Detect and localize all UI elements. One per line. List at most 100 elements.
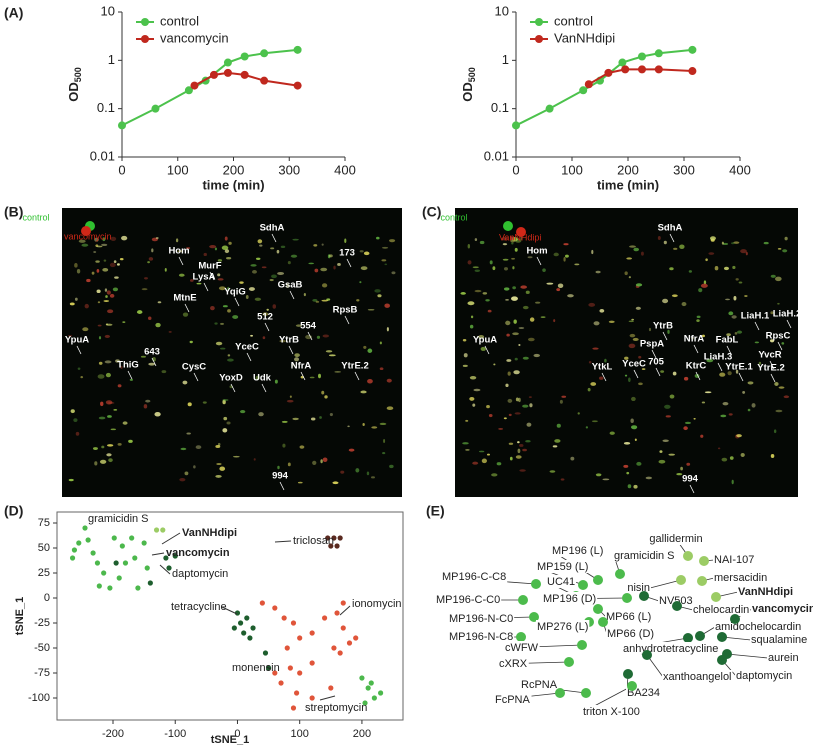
- gel-spot: [587, 387, 591, 392]
- gel-arrow: [209, 271, 215, 281]
- network-node: [577, 640, 587, 650]
- label-bg: [494, 693, 532, 706]
- gel-spot: [663, 240, 667, 245]
- gel-spot: [269, 278, 274, 282]
- network-node: [699, 556, 709, 566]
- gel-spot: [104, 288, 108, 292]
- gel-spot: [624, 271, 628, 276]
- gel-spot: [217, 278, 224, 281]
- gel-spot: [374, 289, 381, 293]
- data-point: [512, 121, 520, 130]
- gel-spot: [177, 250, 183, 253]
- gel-label: RpsB: [333, 305, 358, 316]
- scatter-point: [346, 640, 353, 646]
- gel-spot: [337, 263, 341, 266]
- gel-spot: [164, 268, 167, 272]
- gel-legend-label: control: [440, 212, 467, 222]
- scatter-point: [331, 535, 337, 541]
- gel-spot: [209, 245, 217, 249]
- gel-spot: [253, 458, 256, 461]
- scatter-point: [247, 635, 253, 641]
- gel-spot: [679, 244, 685, 250]
- label-bg: [504, 641, 540, 654]
- gel-spot: [360, 266, 368, 271]
- gel-spot: [102, 237, 106, 242]
- x-axis-label: time (min): [202, 177, 264, 192]
- gel-spot: [119, 257, 124, 261]
- scatter-point: [281, 615, 287, 621]
- gel-spot: [107, 309, 114, 314]
- x-tick-label: 100: [167, 162, 189, 177]
- gel-spot: [186, 432, 191, 435]
- data-point: [688, 45, 697, 54]
- gel-spot: [384, 263, 388, 266]
- gel-spot: [493, 363, 496, 366]
- label-bg: [448, 630, 515, 643]
- gel-spot: [522, 305, 529, 310]
- network-edge: [649, 579, 682, 589]
- gel-spot: [506, 333, 510, 337]
- gel-spot: [367, 348, 373, 353]
- gel-spot: [91, 271, 95, 275]
- gel-spot: [517, 448, 521, 454]
- gel-spot: [672, 371, 677, 376]
- gel-spot: [657, 236, 661, 241]
- gel-spot: [561, 395, 567, 398]
- gel-spot: [367, 308, 375, 311]
- x-tick-label: -200: [102, 728, 124, 740]
- network-label: FcPNA: [495, 694, 531, 706]
- gel-spot: [312, 298, 318, 302]
- gel-spot: [563, 257, 566, 262]
- network-node: [672, 601, 682, 611]
- gel-spot: [391, 271, 396, 275]
- gel-spot: [732, 265, 736, 270]
- gel-spot: [491, 473, 498, 477]
- gel-spot: [77, 367, 81, 370]
- panel-label: (E): [426, 503, 445, 519]
- gel-spot: [681, 302, 687, 307]
- legend-label: control: [160, 13, 199, 28]
- gel-spot: [770, 274, 776, 278]
- gel-spot: [559, 399, 563, 404]
- gel-label: GsaB: [278, 280, 303, 291]
- gel-spot: [517, 441, 520, 444]
- annotation: streptomycin: [305, 702, 367, 714]
- gel-spot: [469, 376, 477, 380]
- y-tick-label: -100: [28, 692, 50, 704]
- gel-spot: [742, 391, 746, 394]
- gel-spot: [570, 456, 575, 461]
- gel-spot: [122, 421, 128, 425]
- gel-spot: [215, 474, 222, 478]
- scatter-point: [85, 537, 91, 543]
- gel-spot: [121, 235, 128, 241]
- scatter-point: [69, 555, 76, 561]
- gel-spot: [182, 380, 188, 385]
- gel-spot: [319, 416, 322, 419]
- gel-spot: [348, 448, 355, 452]
- network-label: anhydrotetracycline: [623, 643, 718, 655]
- gel-spot: [328, 354, 336, 357]
- gel-spot: [506, 359, 512, 362]
- gel-arrow: [633, 369, 639, 379]
- gel-spot: [604, 358, 607, 363]
- annotation-leader: [151, 552, 165, 556]
- gel-spot: [386, 406, 394, 411]
- gel-spot: [518, 344, 521, 346]
- gel-spot: [277, 271, 285, 275]
- gel-spot: [520, 236, 523, 241]
- gel-spot: [155, 322, 161, 328]
- data-point: [604, 68, 613, 77]
- scatter-point: [377, 690, 384, 696]
- gel-label: CysC: [182, 362, 206, 373]
- gel-spot: [321, 390, 325, 395]
- gel-spot: [737, 330, 743, 334]
- gel-spot: [359, 250, 364, 253]
- legend-label: control: [554, 13, 593, 28]
- gel-arrow: [271, 233, 277, 243]
- gel-spot: [513, 319, 517, 324]
- gel-spot: [511, 242, 514, 245]
- gel-spot: [720, 414, 727, 418]
- gel-spot: [105, 372, 111, 378]
- network-label: UC41: [547, 576, 575, 588]
- x-tick-label: 100: [291, 728, 309, 740]
